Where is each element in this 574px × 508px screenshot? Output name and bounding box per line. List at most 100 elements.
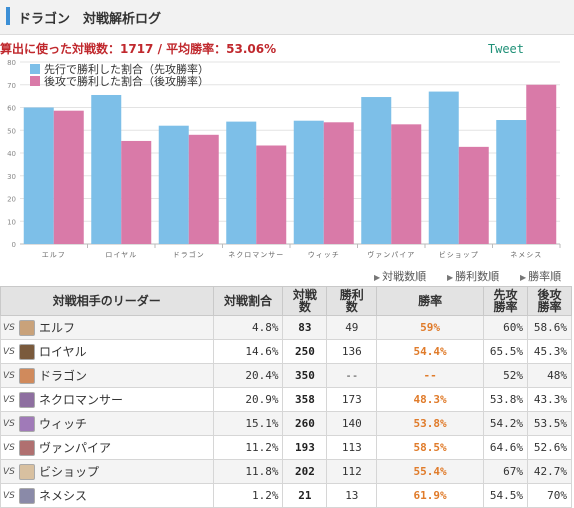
table-row: VS ヴァンパイア 11.2% 193 113 58.5% 64.6% 52.6%: [0, 435, 573, 460]
col-header-games[interactable]: 対戦数: [282, 286, 328, 316]
winrate-cell: 59%: [376, 315, 484, 340]
second-rate-cell: 53.5%: [526, 411, 573, 436]
wins-cell: 140: [326, 411, 378, 436]
bar-first: [361, 97, 392, 244]
leader-name: ロイヤル: [39, 345, 87, 359]
bar-second: [53, 110, 84, 244]
col-header-second[interactable]: 後攻勝率: [526, 286, 573, 316]
leader-avatar-icon: [19, 439, 35, 456]
second-rate-cell: 43.3%: [526, 387, 573, 412]
wins-cell: 49: [326, 315, 378, 340]
vs-label: VS: [3, 394, 15, 405]
table-header-row: 対戦相手のリーダー 対戦割合 対戦数 勝利数 勝率 先攻勝率 後攻勝率: [0, 286, 573, 316]
share-cell: 4.8%: [212, 315, 284, 340]
y-tick-label: 30: [7, 173, 16, 181]
second-rate-cell: 52.6%: [526, 435, 573, 460]
sort-by-wins-link[interactable]: ▶ 勝利数順: [447, 268, 499, 284]
games-cell: 260: [282, 411, 328, 436]
col-header-rate[interactable]: 勝率: [376, 286, 484, 316]
first-rate-cell: 52%: [482, 363, 528, 388]
leader-cell: VS エルフ: [0, 315, 214, 340]
legend-swatch: [30, 76, 40, 86]
bar-first: [428, 91, 459, 244]
table-row: VS エルフ 4.8% 83 49 59% 60% 58.6%: [0, 315, 573, 340]
table-row: VS ロイヤル 14.6% 250 136 54.4% 65.5% 45.3%: [0, 339, 573, 364]
share-cell: 14.6%: [212, 339, 284, 364]
bar-first: [91, 94, 122, 244]
leader-cell: VS ネクロマンサー: [0, 387, 214, 412]
games-cell: 250: [282, 339, 328, 364]
x-tick-label: ドラゴン: [173, 250, 205, 259]
sort-by-games-link[interactable]: ▶ 対戦数順: [374, 268, 426, 284]
table-row: VS ネメシス 1.2% 21 13 61.9% 54.5% 70%: [0, 483, 573, 508]
leader-cell: VS ネメシス: [0, 483, 214, 508]
leader-name: ドラゴン: [39, 369, 88, 383]
winrate-cell: 53.8%: [376, 411, 484, 436]
bar-first: [226, 121, 257, 244]
share-cell: 1.2%: [212, 483, 284, 508]
bar-second: [256, 145, 287, 244]
first-rate-cell: 53.8%: [482, 387, 528, 412]
table-row: VS ビショップ 11.8% 202 112 55.4% 67% 42.7%: [0, 459, 573, 484]
second-rate-cell: 58.6%: [526, 315, 573, 340]
share-cell: 20.4%: [212, 363, 284, 388]
first-rate-cell: 60%: [482, 315, 528, 340]
bar-first: [158, 125, 189, 244]
winrate-chart: 0 10 20 30 40 50 60 70 80 エルフ ロイヤル ドラゴン ネクロマンサー ウィッチ ヴ…: [0, 58, 574, 264]
x-tick-label: エルフ: [42, 251, 66, 259]
x-tick-label: ウィッチ: [308, 251, 340, 259]
share-cell: 20.9%: [212, 387, 284, 412]
leader-avatar-icon: [19, 415, 35, 432]
legend-label: 先行で勝利した割合（先攻勝率）: [44, 62, 209, 76]
x-tick-label: ビショップ: [439, 250, 479, 259]
leader-cell: VS ウィッチ: [0, 411, 214, 436]
legend-label: 後攻で勝利した割合（後攻勝率）: [44, 74, 209, 88]
wins-cell: 112: [326, 459, 378, 484]
bar-second: [121, 140, 152, 244]
col-header-leader[interactable]: 対戦相手のリーダー: [0, 286, 214, 316]
share-cell: 11.2%: [212, 435, 284, 460]
winrate-chart-svg: 0 10 20 30 40 50 60 70 80 エルフ ロイヤル ドラゴン ネクロマンサー ウィッチ ヴ…: [7, 59, 561, 259]
table-row: VS ウィッチ 15.1% 260 140 53.8% 54.2% 53.5%: [0, 411, 573, 436]
winrate-cell: 61.9%: [376, 483, 484, 508]
triangle-right-icon: ▶: [447, 273, 454, 282]
leader-avatar-icon: [19, 463, 35, 480]
col-header-first[interactable]: 先攻勝率: [482, 286, 528, 316]
vs-label: VS: [3, 466, 15, 477]
tweet-link[interactable]: Tweet: [487, 42, 524, 56]
vs-label: VS: [3, 418, 15, 429]
x-tick-label: ネメシス: [510, 251, 542, 259]
y-tick-label: 10: [7, 218, 16, 226]
leader-cell: VS ロイヤル: [0, 339, 214, 364]
games-cell: 21: [282, 483, 328, 508]
leader-avatar-icon: [19, 487, 35, 504]
games-cell: 350: [282, 363, 328, 388]
leader-cell: VS ヴァンパイア: [0, 435, 214, 460]
col-header-wins[interactable]: 勝利数: [326, 286, 378, 316]
bar-second: [458, 146, 489, 244]
vs-label: VS: [3, 370, 15, 381]
first-rate-cell: 54.5%: [482, 483, 528, 508]
sort-by-rate-link[interactable]: ▶ 勝率順: [520, 268, 561, 284]
leader-avatar-icon: [19, 391, 35, 408]
page-header: ドラゴン 対戦解析ログ: [0, 0, 574, 35]
page-title: ドラゴン 対戦解析ログ: [18, 12, 162, 27]
winrate-cell: 54.4%: [376, 339, 484, 364]
col-header-share[interactable]: 対戦割合: [212, 286, 284, 316]
sort-bar: ▶ 対戦数順 ▶ 勝利数順 ▶ 勝率順: [0, 266, 574, 284]
winrate-cell: --: [376, 363, 484, 388]
wins-cell: 173: [326, 387, 378, 412]
winrate-cell: 55.4%: [376, 459, 484, 484]
sort-by-wins-label: 勝利数順: [455, 270, 500, 283]
bar-first: [496, 120, 527, 244]
leader-name: ネクロマンサー: [39, 393, 124, 407]
x-tick-label: ロイヤル: [105, 251, 137, 259]
second-rate-cell: 45.3%: [526, 339, 573, 364]
bar-second: [323, 122, 354, 244]
header-accent-bar: [6, 7, 10, 25]
bar-second: [391, 124, 422, 244]
leader-name: ウィッチ: [39, 417, 88, 431]
vs-label: VS: [3, 442, 15, 453]
second-rate-cell: 70%: [526, 483, 573, 508]
y-tick-label: 80: [7, 59, 16, 67]
